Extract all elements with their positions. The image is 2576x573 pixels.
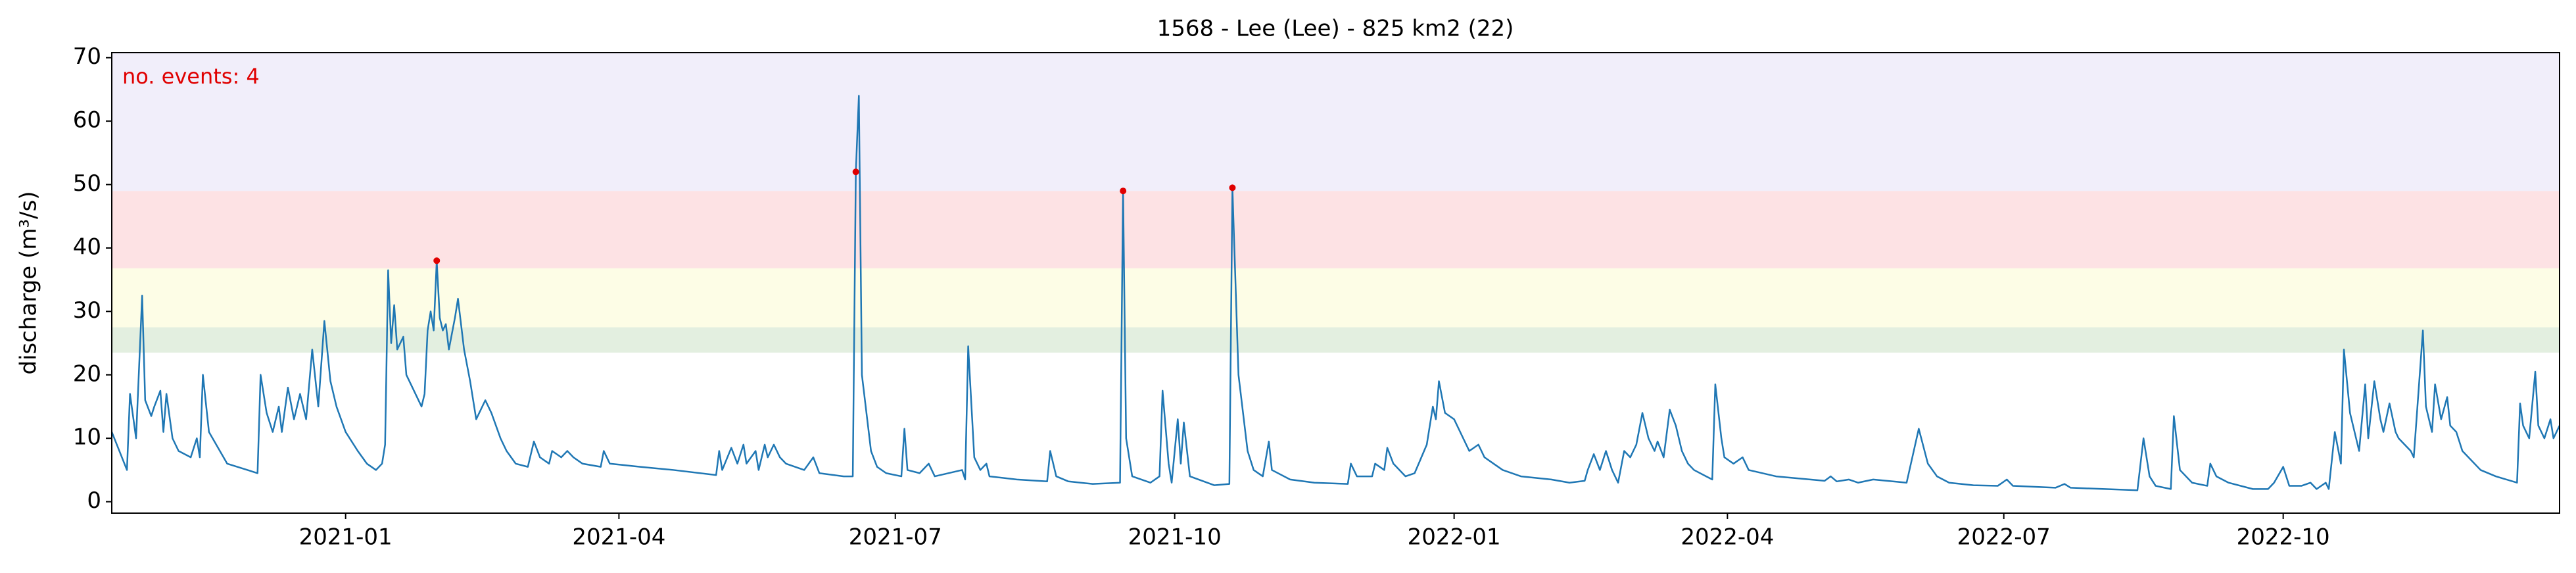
threshold-band (112, 268, 2560, 328)
event-point (433, 257, 441, 264)
threshold-band (112, 53, 2560, 191)
threshold-band (112, 191, 2560, 268)
event-point (1120, 187, 1127, 195)
threshold-band (112, 327, 2560, 353)
chart-title: 1568 - Lee (Lee) - 825 km2 (22) (1157, 16, 1514, 42)
y-tick-label: 40 (73, 234, 101, 260)
y-tick-label: 20 (73, 361, 101, 387)
y-axis-label: discharge (m³/s) (16, 191, 42, 375)
plot-frame (111, 52, 2560, 514)
y-tick-label: 60 (73, 107, 101, 134)
y-tick-label: 50 (73, 170, 101, 197)
x-tick-label: 2022-01 (1408, 524, 1501, 551)
y-tick-label: 10 (73, 424, 101, 451)
event-point (852, 168, 859, 176)
x-tick-label: 2021-04 (572, 524, 665, 551)
y-tick-label: 30 (73, 297, 101, 324)
discharge-line (110, 95, 2561, 491)
event-point (1229, 184, 1236, 191)
x-tick-label: 2021-01 (299, 524, 393, 551)
y-tick-label: 70 (73, 43, 101, 70)
y-tick-label: 0 (87, 487, 101, 514)
x-tick-label: 2021-07 (849, 524, 942, 551)
x-tick-label: 2022-10 (2237, 524, 2330, 551)
event-count: no. events: 4 (122, 64, 260, 89)
x-tick-label: 2021-10 (1128, 524, 1222, 551)
x-tick-label: 2022-04 (1681, 524, 1774, 551)
x-tick-label: 2022-07 (1957, 524, 2051, 551)
